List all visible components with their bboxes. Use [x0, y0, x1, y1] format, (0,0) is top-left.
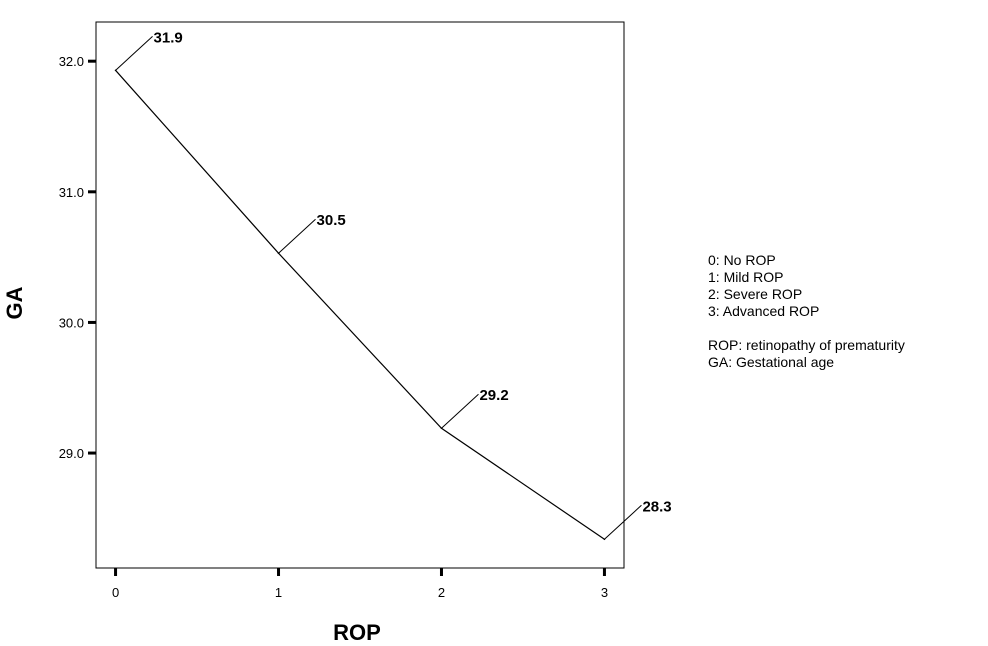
- legend-code-item: 0: No ROP: [708, 252, 776, 268]
- plot-frame: [95, 21, 625, 569]
- y-axis-title: GA: [2, 286, 27, 319]
- series-line: [115, 69, 605, 540]
- data-label: 29.2: [479, 387, 508, 404]
- data-label-leader: [278, 218, 316, 254]
- x-tick-label: 0: [112, 585, 119, 600]
- y-tick-label: 32.0: [59, 54, 84, 69]
- x-tick-label: 2: [438, 585, 445, 600]
- series-group: 31.9 30.5 29.2 28.3: [114, 29, 672, 541]
- y-tick-label: 30.0: [59, 315, 84, 330]
- data-label-leader: [115, 35, 153, 71]
- data-label: 30.5: [317, 212, 346, 229]
- legend-note-item: GA: Gestational age: [708, 354, 835, 370]
- legend-code-item: 3: Advanced ROP: [708, 303, 820, 319]
- legend-codes: 0: No ROP 1: Mild ROP 2: Severe ROP 3: A…: [708, 252, 905, 320]
- legend-note-item: ROP: retinopathy of prematurity: [708, 337, 905, 353]
- y-axis: 29.0 30.0 31.0 32.0: [59, 54, 96, 461]
- x-axis: 0 1 2 3: [112, 568, 608, 600]
- legend-code-item: 1: Mild ROP: [708, 269, 784, 285]
- data-label-leader: [441, 393, 479, 429]
- data-label-leader: [604, 504, 642, 540]
- x-tick-label: 1: [275, 585, 282, 600]
- y-tick-label: 29.0: [59, 446, 84, 461]
- data-label: 28.3: [642, 498, 671, 515]
- legend-notes: ROP: retinopathy of prematurity GA: Gest…: [708, 337, 905, 371]
- x-axis-title: ROP: [333, 620, 381, 645]
- x-tick-label: 3: [601, 585, 608, 600]
- legend-code-item: 2: Severe ROP: [708, 286, 803, 302]
- y-tick-label: 31.0: [59, 185, 84, 200]
- data-label: 31.9: [154, 29, 183, 46]
- legend: 0: No ROP 1: Mild ROP 2: Severe ROP 3: A…: [708, 252, 905, 371]
